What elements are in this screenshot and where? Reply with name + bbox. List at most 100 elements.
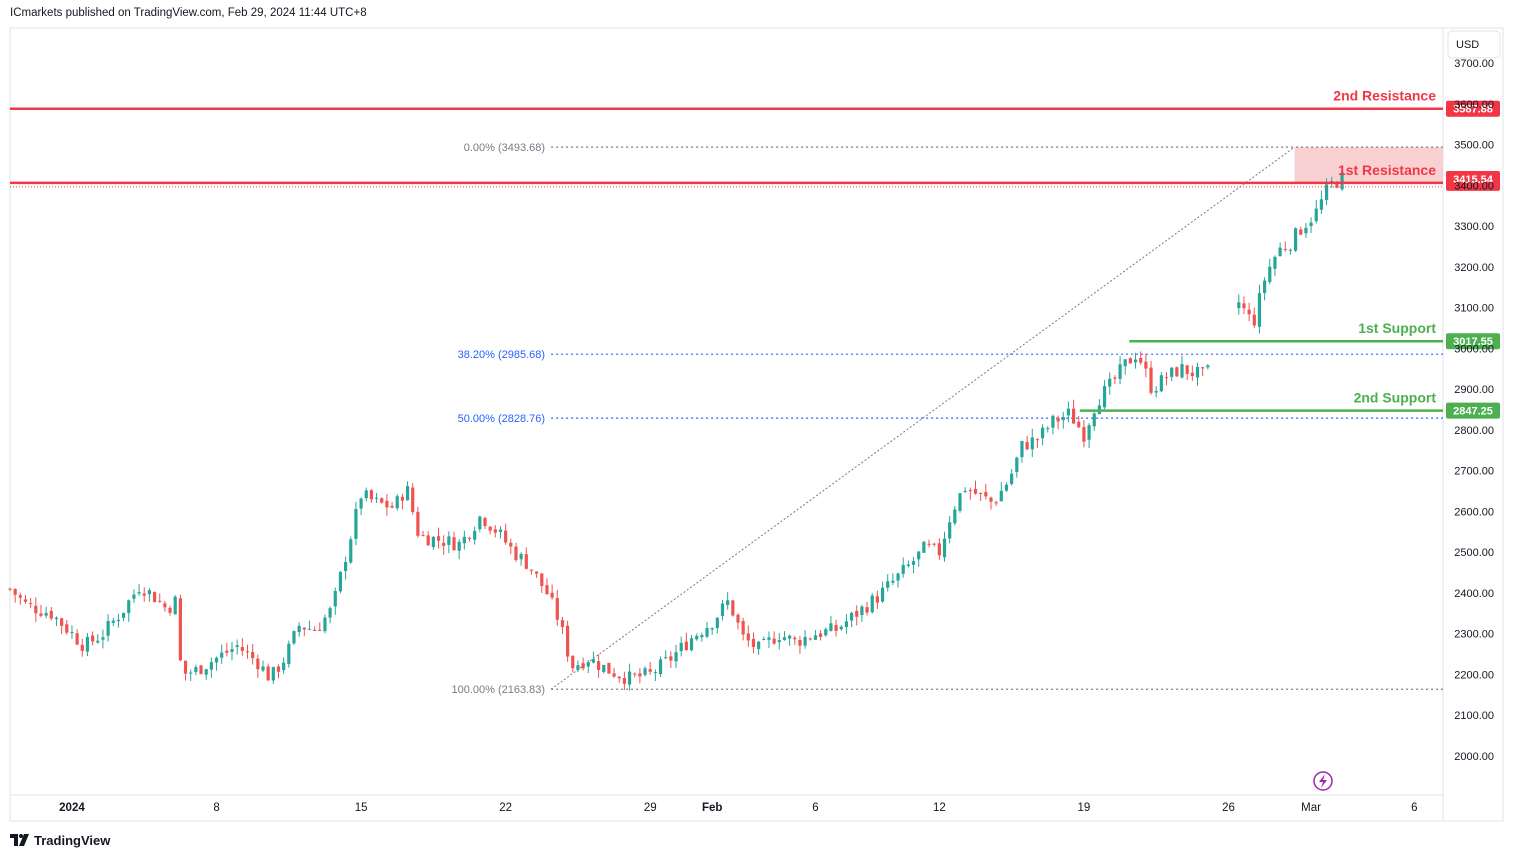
candle-down <box>1335 182 1339 188</box>
price-axis[interactable]: 3700.00 3600.00 3500.00 3400.00 3300.00 3200.… <box>1454 58 1494 763</box>
event-flash-icon[interactable] <box>1313 771 1333 791</box>
candle-up <box>1319 199 1324 210</box>
candle-down <box>535 571 539 574</box>
candle-up <box>1041 427 1045 439</box>
level-name: 2nd Support <box>1354 390 1437 406</box>
candle-down <box>426 535 430 546</box>
price-tick-label: 3300.00 <box>1454 221 1494 233</box>
candle-down <box>540 573 544 586</box>
candle-down <box>612 673 616 677</box>
candle-up <box>111 620 115 623</box>
candle-down <box>834 624 838 631</box>
candle-up <box>803 636 807 646</box>
candle-up <box>942 538 947 558</box>
candle-down <box>648 669 652 672</box>
candle-up <box>1237 302 1241 309</box>
time-axis[interactable]: 2024 8 15 22 29 Feb 6 12 19 26 Mar 6 <box>59 802 1417 814</box>
candle-up <box>1278 247 1282 257</box>
candle-up <box>896 573 900 581</box>
time-tick-label: 26 <box>1222 802 1235 814</box>
candle-down <box>34 605 38 614</box>
time-tick-label: 19 <box>1078 802 1091 814</box>
price-tick-label: 2300.00 <box>1454 629 1494 641</box>
level-name: 1st Support <box>1358 320 1436 336</box>
candle-down <box>1185 365 1189 374</box>
candle-down <box>622 678 627 684</box>
currency-button[interactable]: USD <box>1447 30 1501 59</box>
candle-down <box>545 585 549 595</box>
candle-down <box>989 497 993 502</box>
candle-down <box>8 588 12 590</box>
candle-up <box>891 580 895 583</box>
candle-up <box>720 603 725 616</box>
level-price-label: 2847.25 <box>1453 406 1493 418</box>
candle-up <box>591 659 596 663</box>
candle-down <box>607 662 611 674</box>
candle-up <box>715 617 719 629</box>
candle-up <box>261 666 265 671</box>
candle-down <box>158 600 162 602</box>
candle-up <box>1293 228 1298 251</box>
candle-down <box>152 592 157 603</box>
candle-up <box>1257 293 1262 327</box>
candle-down <box>581 663 585 669</box>
candle-down <box>183 660 188 674</box>
candle-down <box>984 492 988 497</box>
candle-down <box>1283 248 1287 250</box>
candle-down <box>509 542 513 547</box>
candle-down <box>818 633 823 637</box>
candle-up <box>116 619 121 622</box>
time-tick-label: 8 <box>213 802 219 814</box>
candle-down <box>808 638 812 640</box>
candle-up <box>297 625 301 633</box>
candle-down <box>550 592 554 598</box>
candle-up <box>194 667 198 673</box>
time-tick-label: 29 <box>644 802 657 814</box>
level-price-label: 3017.55 <box>1453 336 1493 348</box>
candle-down <box>1190 372 1194 376</box>
candle-down <box>313 629 317 631</box>
candle-up <box>85 636 90 652</box>
candle-up <box>54 617 59 620</box>
candle-up <box>767 637 771 640</box>
candle-down <box>199 665 203 674</box>
candle-down <box>865 607 869 613</box>
candle-down <box>60 618 64 626</box>
price-tick-label: 2100.00 <box>1454 710 1494 722</box>
candle-down <box>18 595 22 598</box>
candle-down <box>1035 439 1040 441</box>
candle-down <box>617 676 621 679</box>
candle-up <box>576 665 580 670</box>
candle-down <box>932 543 936 545</box>
price-tick-label: 2700.00 <box>1454 466 1494 478</box>
publish-header: ICmarkets published on TradingView.com, … <box>10 7 367 19</box>
candle-down <box>669 656 673 661</box>
time-tick-label: 2024 <box>59 802 85 814</box>
time-tick-label: 6 <box>812 802 818 814</box>
candle-up <box>127 600 131 614</box>
candle-up <box>1340 172 1344 190</box>
candle-up <box>886 581 890 588</box>
candle-down <box>1201 367 1205 369</box>
candle-up <box>374 497 379 499</box>
candle-down <box>979 492 983 494</box>
candle-down <box>483 517 487 527</box>
candle-down <box>421 535 425 537</box>
candle-up <box>1046 428 1050 430</box>
candle-up <box>1004 484 1009 491</box>
candle-up <box>860 606 864 616</box>
candle-down <box>973 488 978 494</box>
candle-up <box>173 596 177 615</box>
candle-up <box>1263 280 1267 293</box>
time-tick-label: Mar <box>1301 802 1321 814</box>
candle-down <box>390 505 394 508</box>
candle-down <box>91 635 95 642</box>
candle-up <box>777 640 781 643</box>
candle-up <box>96 640 100 643</box>
candle-down <box>380 498 384 503</box>
fibonacci-retracement[interactable]: 0.00% (3493.68) 38.20% (2985.68) 50.00% (2… <box>452 142 1443 696</box>
candle-up <box>214 657 219 663</box>
candle-down <box>245 651 250 653</box>
